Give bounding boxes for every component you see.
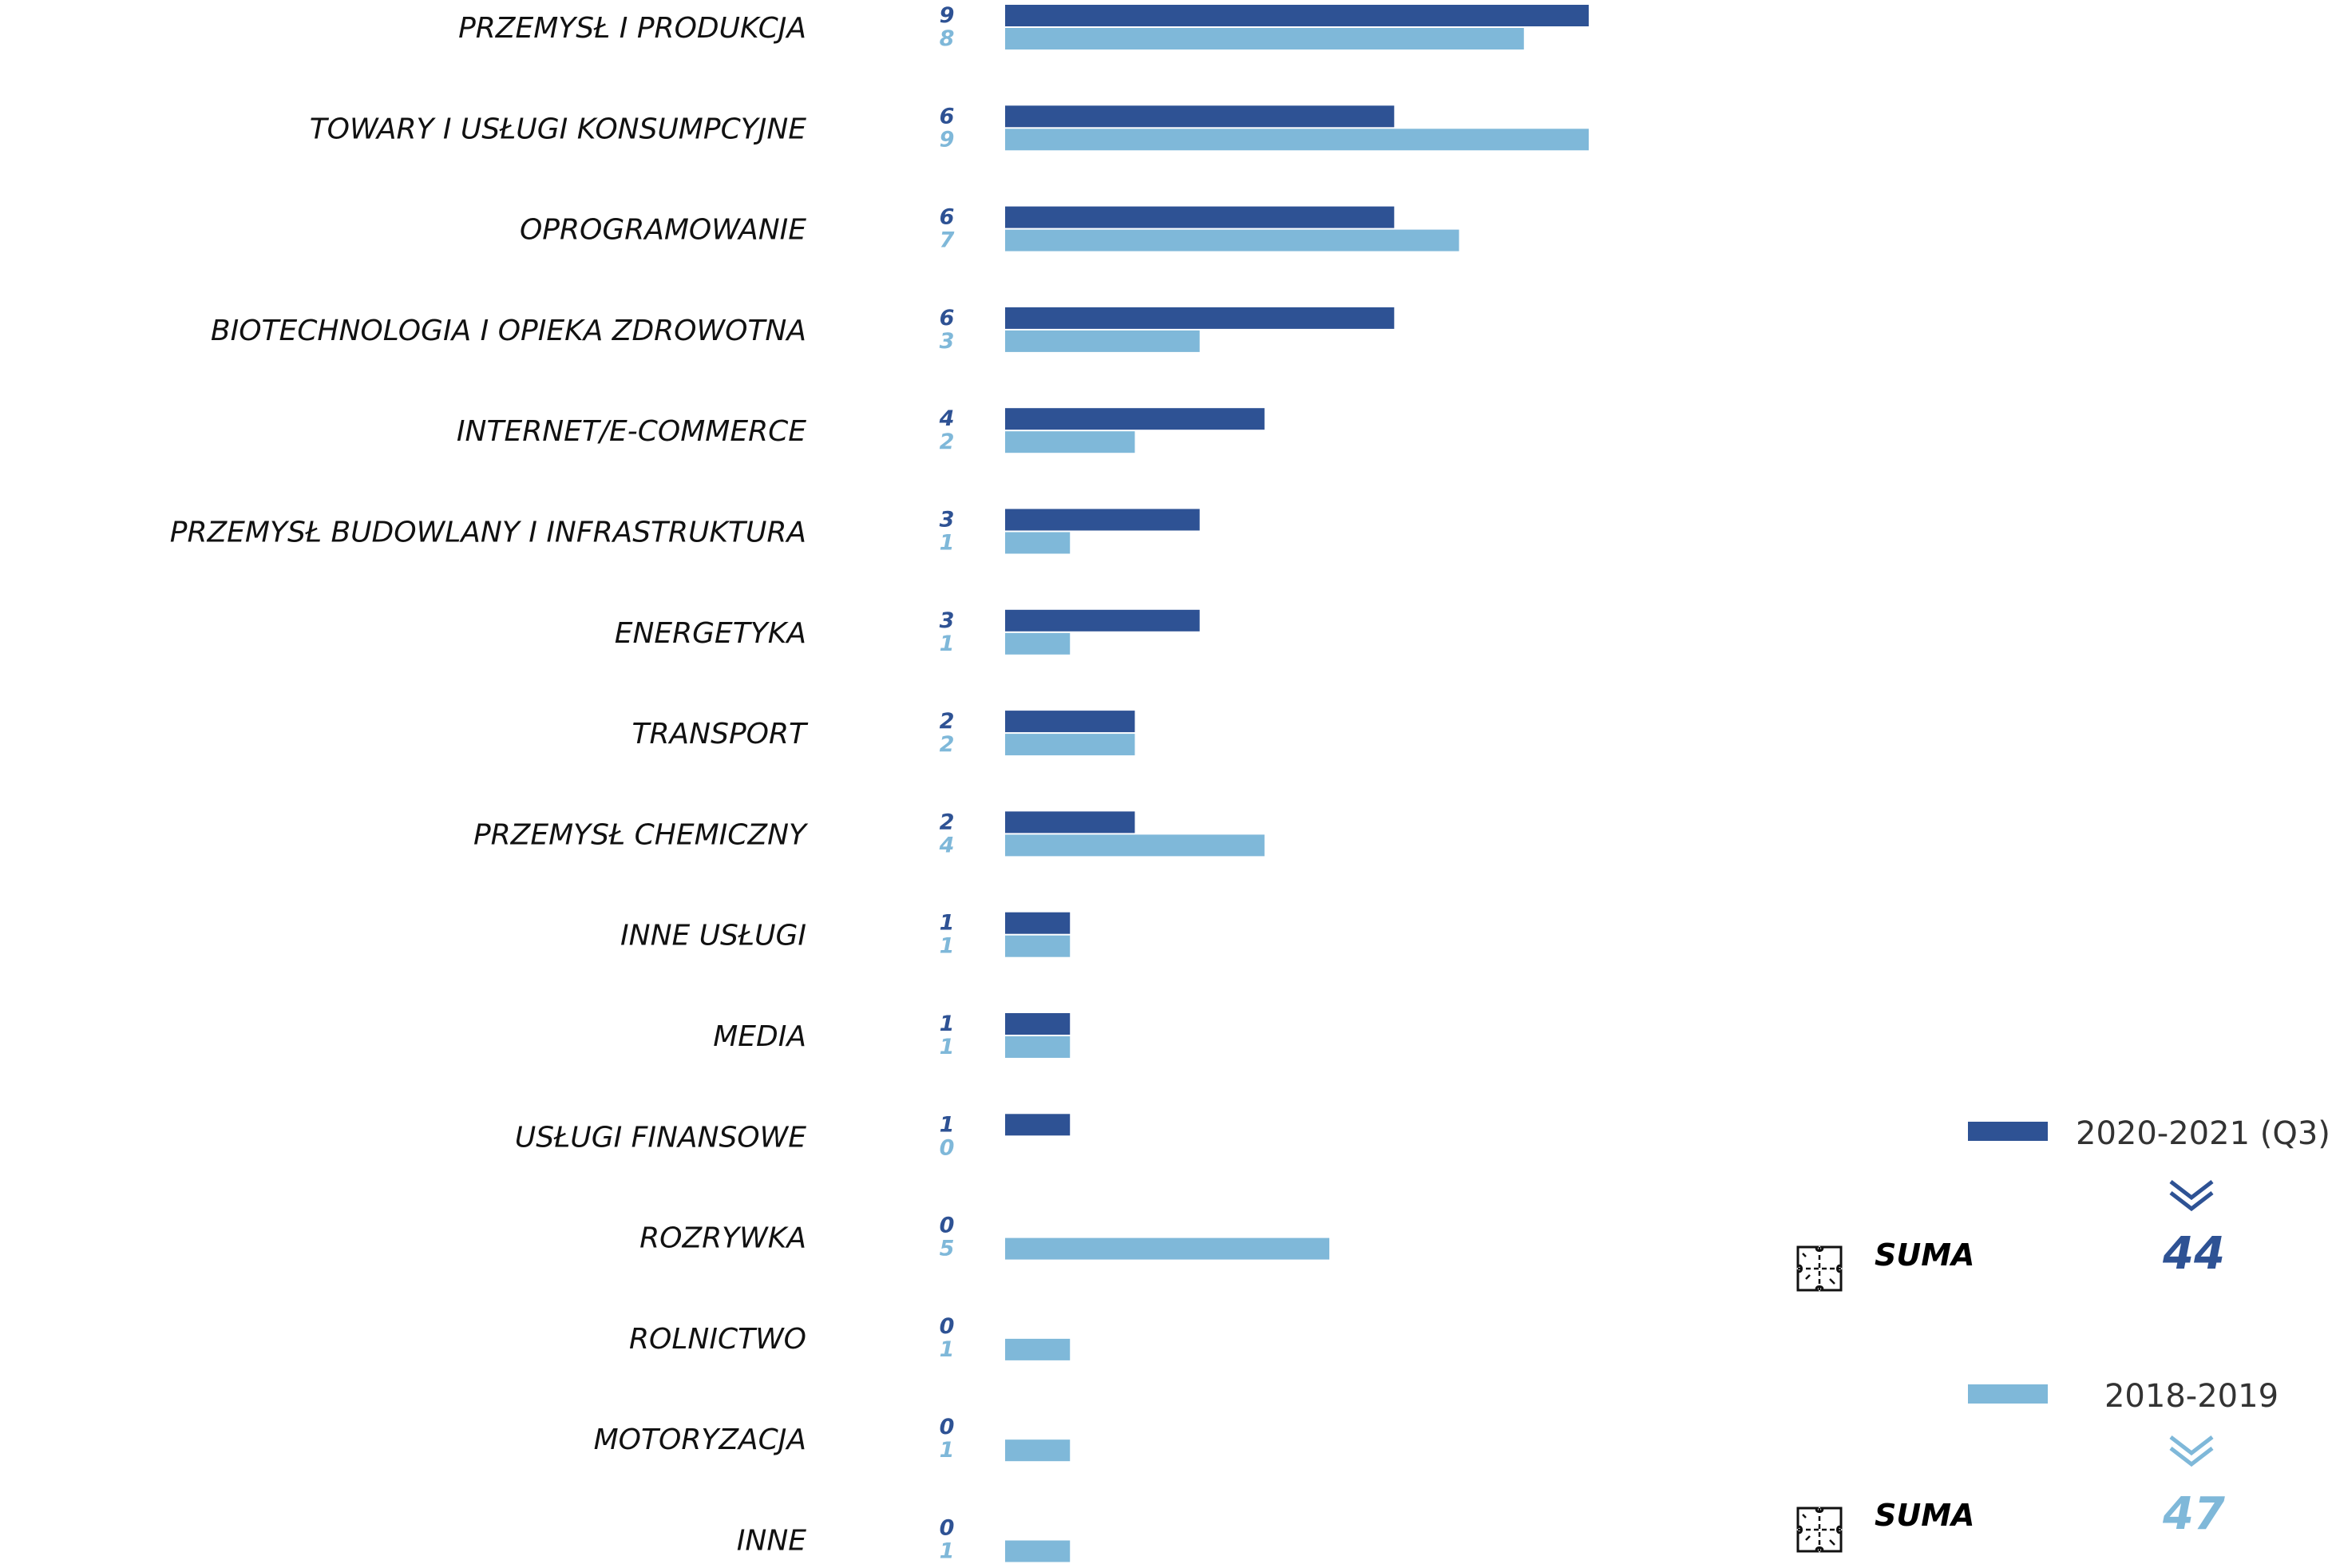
category-label: PRZEMYSŁ CHEMICZNY <box>473 818 809 851</box>
value-label-series-1: 1 <box>940 1112 955 1137</box>
category-label: INNE USŁUGI <box>620 920 806 952</box>
bar-series-1 <box>1005 408 1265 430</box>
value-label-series-1: 0 <box>940 1314 955 1339</box>
value-label-series-1: 3 <box>940 608 955 633</box>
legend-swatch-series-1 <box>1968 1122 2048 1141</box>
double-chevron-down-icon <box>2169 1435 2214 1467</box>
bar-series-1 <box>1005 105 1395 128</box>
total-value-series-1: 44 <box>2162 1228 2225 1280</box>
value-label-series-1: 2 <box>940 709 955 734</box>
puzzle-icon <box>1796 1245 1843 1292</box>
puzzle-icon <box>1796 1507 1843 1553</box>
bar-series-2 <box>1005 1540 1071 1562</box>
value-label-series-2: 5 <box>940 1237 955 1261</box>
bar-series-1 <box>1005 206 1395 228</box>
category-label: TRANSPORT <box>632 718 809 750</box>
value-label-series-2: 1 <box>940 531 955 556</box>
bar-series-1 <box>1005 711 1135 733</box>
category-label: MOTORYZACJA <box>594 1423 806 1456</box>
double-chevron-down-icon <box>2169 1180 2214 1212</box>
value-label-series-2: 1 <box>940 1035 955 1059</box>
value-label-series-2: 4 <box>939 833 955 857</box>
category-label: ROLNICTWO <box>629 1323 806 1356</box>
value-label-series-2: 1 <box>940 1438 955 1463</box>
total-value-series-2: 47 <box>2162 1488 2225 1540</box>
category-label: OPROGRAMOWANIE <box>520 214 806 247</box>
category-label: BIOTECHNOLOGIA I OPIEKA ZDROWOTNA <box>211 315 806 347</box>
bar-series-2 <box>1005 330 1200 352</box>
category-label: ROZRYWKA <box>639 1222 806 1255</box>
bar-series-2 <box>1005 1237 1330 1260</box>
value-label-series-1: 3 <box>940 508 955 533</box>
value-label-series-2: 1 <box>940 1337 955 1362</box>
category-label: MEDIA <box>713 1020 806 1053</box>
bar-series-2 <box>1005 1439 1071 1462</box>
bar-series-2 <box>1005 1338 1071 1360</box>
category-label: USŁUGI FINANSOWE <box>515 1121 806 1154</box>
category-label: INTERNET/E-COMMERCE <box>457 415 806 448</box>
value-label-series-1: 1 <box>940 1012 955 1036</box>
bar-series-2 <box>1005 431 1135 453</box>
value-label-series-2: 1 <box>940 1539 955 1564</box>
value-label-series-2: 7 <box>940 228 955 253</box>
bar-series-1 <box>1005 1114 1071 1136</box>
bar-series-1 <box>1005 509 1200 531</box>
category-label: TOWARY I USŁUGI KONSUMPCYJNE <box>310 113 807 145</box>
value-label-series-2: 3 <box>940 329 955 354</box>
bar-series-1 <box>1005 1013 1071 1035</box>
value-label-series-1: 2 <box>940 810 955 834</box>
bar-series-2 <box>1005 28 1524 49</box>
legend-label-series-1: 2020-2021 (Q3) <box>2076 1115 2328 1152</box>
bar-series-2 <box>1005 632 1071 655</box>
bar-series-1 <box>1005 5 1589 26</box>
legend-swatch-series-2 <box>1968 1384 2048 1404</box>
bar-series-2 <box>1005 834 1265 857</box>
category-label: ENERGETYKA <box>615 617 806 650</box>
value-label-series-2: 2 <box>940 430 955 454</box>
value-label-series-1: 4 <box>939 406 955 431</box>
bar-series-2 <box>1005 734 1135 756</box>
value-label-series-2: 2 <box>940 732 955 757</box>
bar-series-1 <box>1005 307 1395 329</box>
bar-series-2 <box>1005 935 1071 957</box>
suma-label: SUMA <box>1875 1498 1974 1533</box>
value-label-series-1: 0 <box>940 1214 955 1238</box>
bar-series-2 <box>1005 532 1071 554</box>
bar-series-2 <box>1005 229 1459 251</box>
value-label-series-1: 6 <box>940 306 955 331</box>
bar-series-1 <box>1005 609 1200 632</box>
category-label: INNE <box>737 1525 806 1558</box>
value-label-series-1: 6 <box>940 104 955 129</box>
value-label-series-2: 0 <box>940 1135 955 1160</box>
value-label-series-1: 0 <box>940 1516 955 1541</box>
legend: 2020-2021 (Q3) SUMA 44 2018-2019 SUMA 47 <box>1796 1115 2328 1553</box>
suma-label: SUMA <box>1875 1237 1974 1273</box>
value-label-series-2: 8 <box>940 26 955 51</box>
value-label-series-2: 9 <box>940 127 955 152</box>
category-label: PRZEMYSŁ BUDOWLANY I INFRASTRUKTURA <box>170 517 806 549</box>
value-label-series-1: 0 <box>940 1415 955 1439</box>
value-label-series-1: 1 <box>940 911 955 936</box>
bar-series-1 <box>1005 912 1071 934</box>
bar-series-1 <box>1005 811 1135 833</box>
bar-series-2 <box>1005 129 1589 151</box>
bar-series-2 <box>1005 1036 1071 1058</box>
category-label: PRZEMYSŁ I PRODUKCJA <box>458 12 806 45</box>
value-label-series-1: 9 <box>940 3 955 28</box>
value-label-series-1: 6 <box>940 205 955 230</box>
value-label-series-2: 1 <box>940 934 955 959</box>
value-label-series-2: 1 <box>940 632 955 656</box>
legend-label-series-2: 2018-2019 <box>2104 1378 2279 1415</box>
